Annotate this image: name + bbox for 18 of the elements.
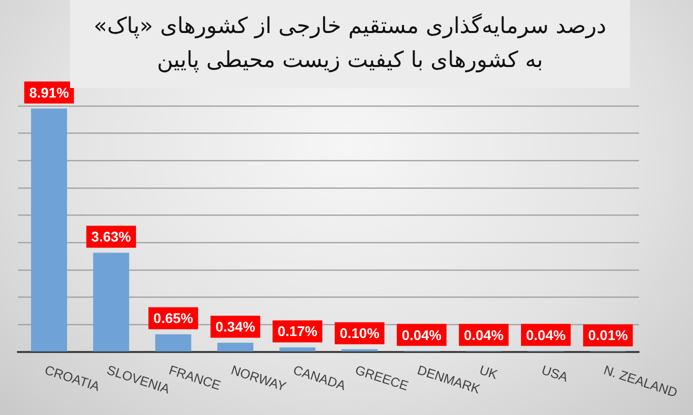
data-label: 0.34% <box>216 318 256 335</box>
data-label: 3.63% <box>91 228 132 245</box>
bar <box>279 347 316 352</box>
data-label: 0.01% <box>588 327 628 344</box>
data-label: 0.10% <box>340 325 380 342</box>
data-label: 0.17% <box>278 323 318 340</box>
data-label: 8.91% <box>29 84 70 100</box>
chart-title: درصد سرمایه‌گذاری مستقیم خارجی از کشورهای «پاک» به کشورهای با کیفیت زیست محیطی پایین <box>70 0 630 88</box>
bar <box>31 108 68 352</box>
x-tick-label: USA <box>540 362 570 385</box>
data-label: 0.65% <box>153 310 194 326</box>
bar <box>217 342 254 352</box>
data-label: 0.04% <box>464 326 504 343</box>
bar <box>155 334 192 352</box>
bar <box>93 252 130 352</box>
data-label: 0.04% <box>526 326 566 343</box>
x-tick-label: UK <box>478 362 500 382</box>
data-label: 0.04% <box>402 326 442 343</box>
